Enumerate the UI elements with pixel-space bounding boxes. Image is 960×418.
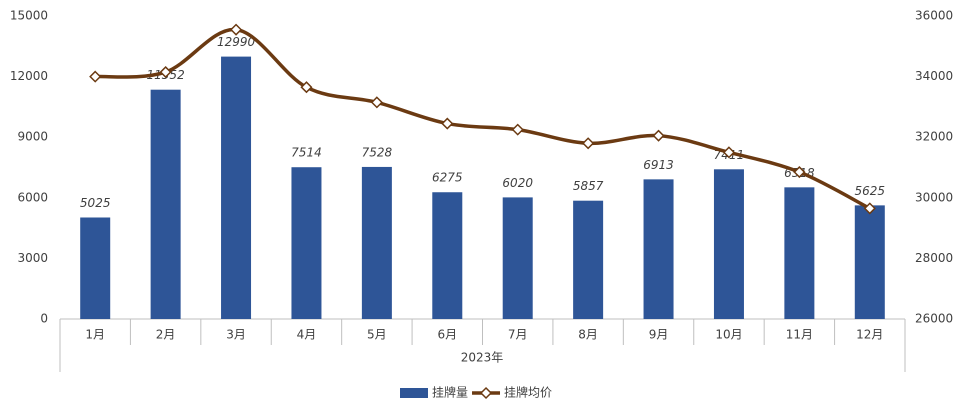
line-marker <box>441 117 454 130</box>
legend-marker <box>479 386 493 400</box>
y-tick-label: 0 <box>40 312 48 326</box>
x-tick-label: 3月 <box>226 328 246 342</box>
line-marker <box>582 137 595 150</box>
y2-tick-label: 26000 <box>915 312 953 326</box>
bar <box>784 187 815 319</box>
bar <box>80 217 111 319</box>
line-marker <box>511 123 524 136</box>
legend-label: 挂牌量 <box>432 386 468 400</box>
legend-label: 挂牌均价 <box>504 386 552 400</box>
data-label: 7528 <box>362 145 393 159</box>
x-tick-label: 5月 <box>367 328 387 342</box>
line-marker <box>793 165 806 179</box>
x-tick-label: 12月 <box>856 328 883 342</box>
bar <box>361 166 392 319</box>
y2-tick-label: 32000 <box>915 130 953 144</box>
line-marker <box>370 96 383 109</box>
bar <box>432 192 463 319</box>
bar <box>291 167 322 319</box>
y-tick-label: 6000 <box>17 190 48 204</box>
line-marker <box>863 202 876 215</box>
data-label: 12990 <box>217 35 256 49</box>
bar <box>643 179 674 319</box>
bar <box>573 200 604 319</box>
data-label: 7514 <box>291 146 322 160</box>
bar <box>221 56 252 320</box>
bar <box>502 197 533 319</box>
y-tick-label: 12000 <box>10 69 48 83</box>
x-tick-label: 9月 <box>649 328 669 342</box>
y-tick-label: 15000 <box>10 9 48 23</box>
line-marker <box>300 81 313 94</box>
data-label: 5857 <box>573 179 604 193</box>
bar <box>150 89 181 319</box>
y2-tick-label: 30000 <box>915 190 953 204</box>
x-tick-label: 2月 <box>156 328 176 342</box>
x-tick-label: 6月 <box>437 328 457 342</box>
x-axis-title: 2023年 <box>461 351 504 365</box>
y-tick-label: 9000 <box>17 130 48 144</box>
y2-tick-label: 28000 <box>915 251 953 265</box>
x-tick-label: 8月 <box>578 328 598 342</box>
data-label: 6275 <box>432 171 463 185</box>
line-marker <box>89 70 102 83</box>
bar <box>854 205 885 319</box>
y-tick-label: 3000 <box>17 251 48 265</box>
x-tick-label: 10月 <box>715 328 742 342</box>
data-label: 5625 <box>855 184 886 198</box>
line-marker <box>159 65 172 79</box>
data-label: 5025 <box>80 196 111 210</box>
line-marker <box>652 129 665 142</box>
line <box>95 27 871 210</box>
data-label: 6913 <box>643 158 674 172</box>
x-tick-label: 4月 <box>297 328 317 342</box>
legend-swatch <box>400 388 428 398</box>
bar <box>713 169 744 319</box>
x-tick-label: 11月 <box>786 328 813 342</box>
y2-tick-label: 36000 <box>915 9 953 23</box>
line-marker <box>722 146 736 159</box>
data-label: 6020 <box>502 176 533 190</box>
y2-tick-label: 34000 <box>915 69 953 83</box>
x-tick-label: 7月 <box>508 328 528 342</box>
line-marker <box>229 23 243 36</box>
x-tick-label: 1月 <box>85 328 105 342</box>
